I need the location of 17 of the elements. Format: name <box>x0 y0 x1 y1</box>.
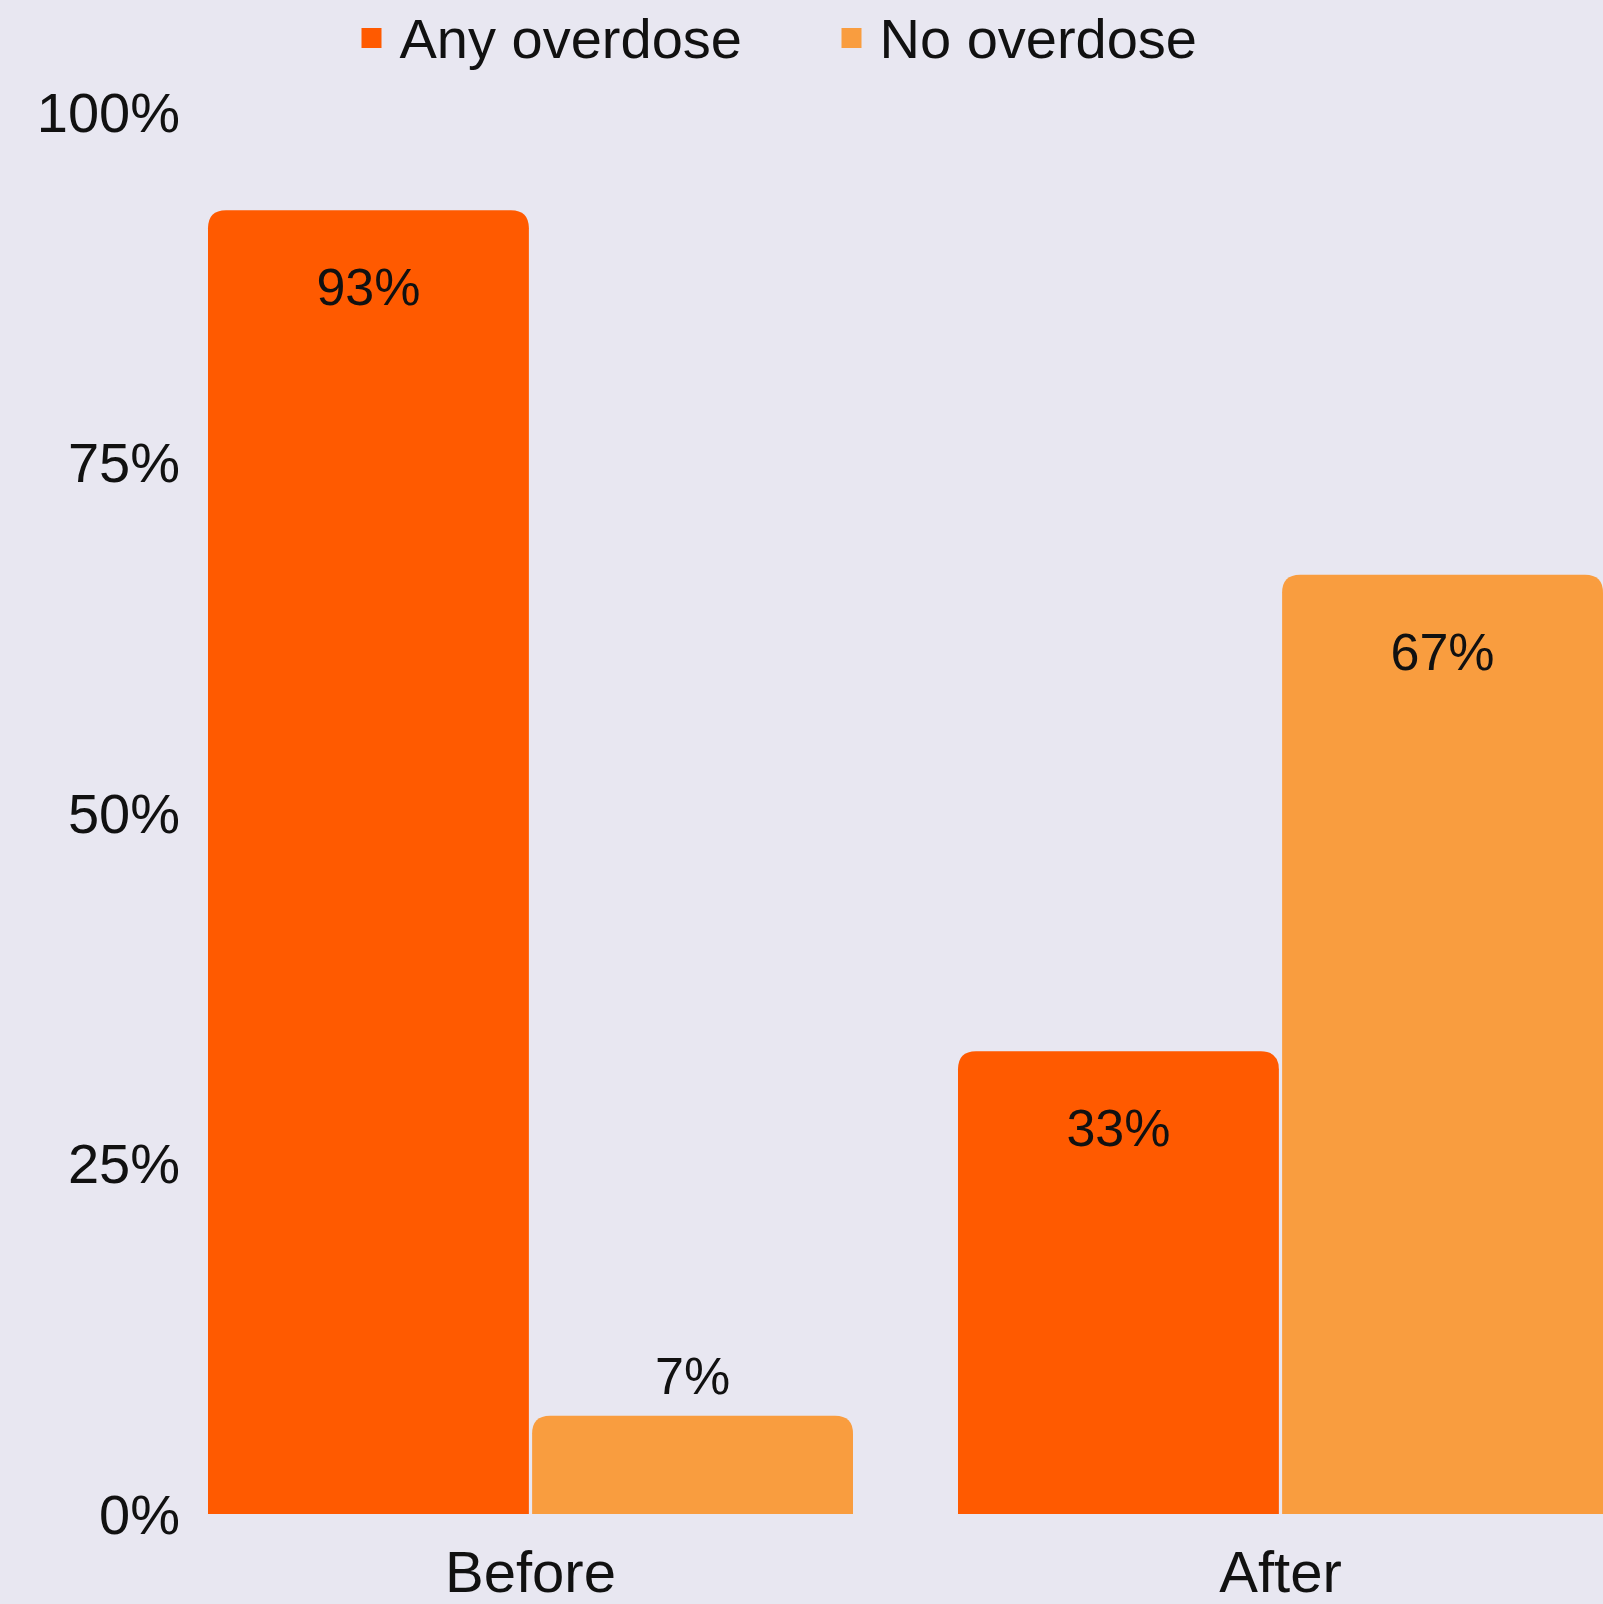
bar <box>1282 574 1603 1514</box>
data-label: 67% <box>1390 622 1495 681</box>
data-label: 7% <box>654 1346 731 1405</box>
data-label: 93% <box>316 258 421 317</box>
bar <box>958 1051 1279 1514</box>
y-tick-label: 75% <box>67 431 180 495</box>
y-tick-label: 0% <box>99 1482 180 1546</box>
x-tick-label: Before <box>445 1539 616 1604</box>
y-tick-label: 100% <box>36 80 180 144</box>
legend-label: No overdose <box>879 6 1198 70</box>
y-tick-label: 50% <box>67 781 180 845</box>
bar <box>532 1415 853 1514</box>
y-tick-label: 25% <box>67 1132 180 1196</box>
data-label: 33% <box>1066 1099 1171 1158</box>
x-tick-label: After <box>1219 1539 1342 1604</box>
bar <box>208 210 529 1514</box>
legend-label: Any overdose <box>399 6 742 70</box>
